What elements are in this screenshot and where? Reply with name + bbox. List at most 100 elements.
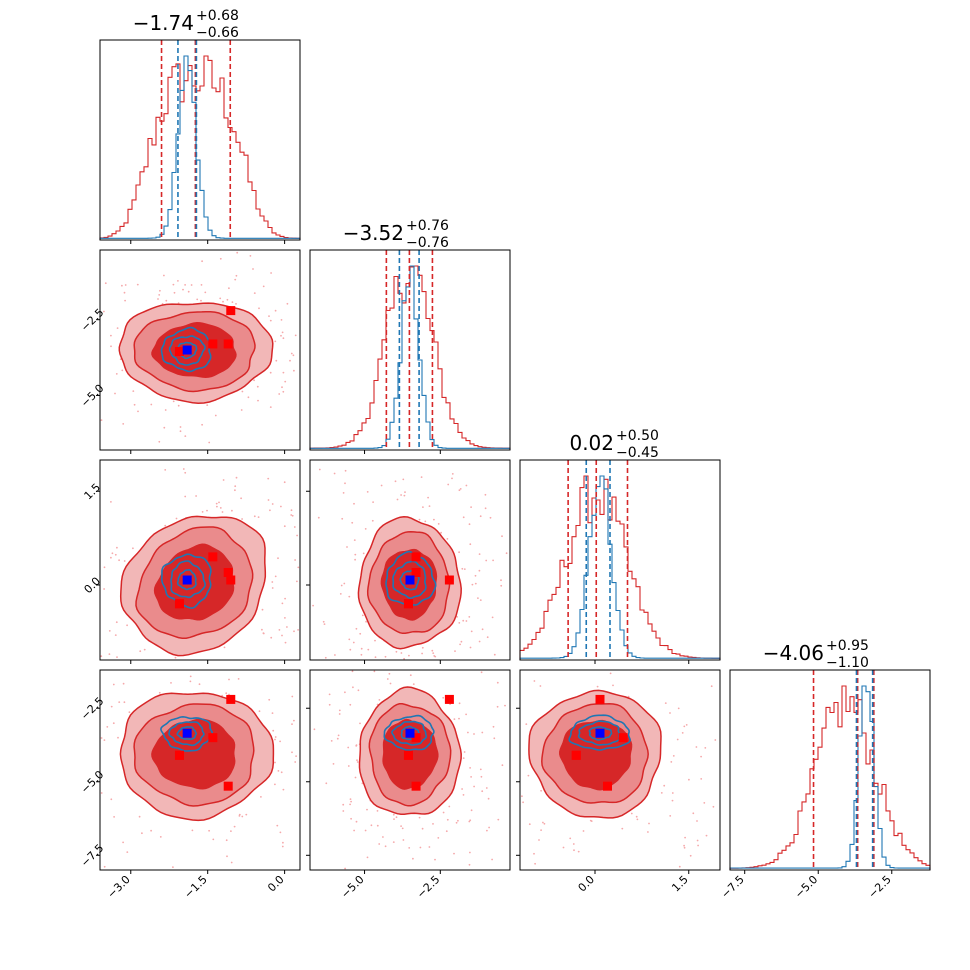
- scatter-point: [378, 843, 381, 845]
- scatter-point: [344, 691, 346, 694]
- red-marker: [174, 750, 184, 760]
- scatter-point: [366, 808, 368, 811]
- scatter-point: [268, 698, 271, 701]
- x-tick-label: 0.0: [265, 873, 287, 895]
- red-marker: [403, 750, 413, 760]
- scatter-point: [461, 567, 464, 570]
- scatter-point: [522, 801, 524, 804]
- scatter-point: [451, 473, 454, 475]
- scatter-point: [103, 566, 106, 569]
- scatter-point: [336, 737, 339, 740]
- scatter-point: [412, 683, 415, 685]
- scatter-point: [382, 836, 384, 838]
- panel-3-1: [100, 460, 300, 660]
- scatter-point: [123, 560, 126, 562]
- scatter-point: [525, 723, 528, 725]
- scatter-point: [139, 650, 142, 653]
- scatter-point: [226, 855, 228, 858]
- scatter-point: [501, 535, 503, 538]
- scatter-point: [196, 298, 199, 301]
- scatter-point: [664, 702, 667, 704]
- panel-frame: [99, 39, 301, 241]
- scatter-point: [234, 485, 237, 488]
- scatter-point: [290, 352, 293, 355]
- hist-title-plus: +0.95: [826, 638, 869, 654]
- scatter-point: [697, 844, 699, 847]
- scatter-point: [493, 737, 496, 740]
- scatter-point: [710, 685, 713, 688]
- scatter-point: [221, 511, 224, 513]
- inner-contour-1: [383, 714, 435, 751]
- x-tick-label: −2.5: [414, 873, 442, 901]
- panel-frame: [99, 459, 301, 661]
- scatter-point: [402, 839, 405, 841]
- scatter-point: [322, 620, 325, 623]
- scatter-point: [689, 854, 692, 857]
- scatter-point: [274, 575, 277, 578]
- scatter-point: [291, 751, 293, 754]
- scatter-point: [110, 798, 113, 801]
- scatter-point: [400, 652, 403, 654]
- red-marker: [595, 694, 605, 704]
- scatter-point: [496, 681, 499, 684]
- scatter-point: [683, 844, 685, 847]
- scatter-point: [268, 315, 270, 317]
- scatter-point: [463, 568, 466, 570]
- scatter-point: [394, 480, 397, 483]
- outer-histogram: [519, 475, 721, 660]
- scatter-point: [201, 423, 204, 426]
- red-marker: [174, 347, 184, 357]
- hist-title-plus: +0.76: [406, 218, 449, 234]
- scatter-point: [258, 307, 260, 310]
- scatter-point: [187, 290, 190, 293]
- scatter-point: [103, 865, 106, 868]
- scatter-point: [313, 728, 316, 731]
- blue-marker: [182, 575, 192, 585]
- scatter-point: [208, 441, 211, 444]
- scatter-point: [493, 653, 496, 656]
- scatter-point: [344, 482, 346, 485]
- scatter-point: [184, 495, 187, 498]
- scatter-point: [486, 636, 489, 639]
- scatter-point: [384, 655, 387, 658]
- scatter-point: [269, 371, 272, 374]
- red-marker: [411, 781, 421, 791]
- scatter-point: [402, 478, 405, 481]
- scatter-point: [241, 815, 244, 818]
- scatter-point: [170, 682, 172, 684]
- scatter-point: [354, 776, 357, 779]
- scatter-point: [253, 379, 256, 382]
- scatter-point: [201, 511, 204, 513]
- scatter-point: [280, 334, 282, 337]
- scatter-point: [241, 390, 244, 393]
- scatter-point: [487, 797, 490, 800]
- scatter-point: [349, 803, 351, 806]
- scatter-point: [504, 704, 506, 707]
- scatter-point: [150, 829, 153, 832]
- scatter-point: [459, 488, 462, 490]
- scatter-point: [470, 506, 472, 508]
- panel-3-2: [310, 460, 510, 660]
- scatter-point: [222, 479, 225, 481]
- scatter-point: [388, 672, 391, 675]
- scatter-point: [421, 827, 424, 830]
- scatter-point: [473, 733, 475, 735]
- scatter-point: [408, 654, 410, 657]
- panel-2-1: [100, 250, 300, 450]
- scatter-point: [122, 841, 124, 844]
- scatter-point: [230, 830, 232, 832]
- scatter-point: [491, 616, 494, 619]
- red-marker: [226, 306, 236, 316]
- scatter-point: [469, 646, 472, 649]
- scatter-point: [269, 406, 272, 408]
- scatter-point: [269, 319, 272, 322]
- hist-title-minus: −0.45: [616, 445, 659, 461]
- scatter-point: [262, 632, 265, 635]
- scatter-point: [353, 829, 355, 832]
- scatter-point: [678, 865, 681, 868]
- scatter-point: [115, 621, 118, 624]
- scatter-point: [349, 798, 352, 800]
- scatter-point: [474, 574, 477, 577]
- scatter-point: [434, 858, 436, 861]
- scatter-point: [470, 776, 472, 778]
